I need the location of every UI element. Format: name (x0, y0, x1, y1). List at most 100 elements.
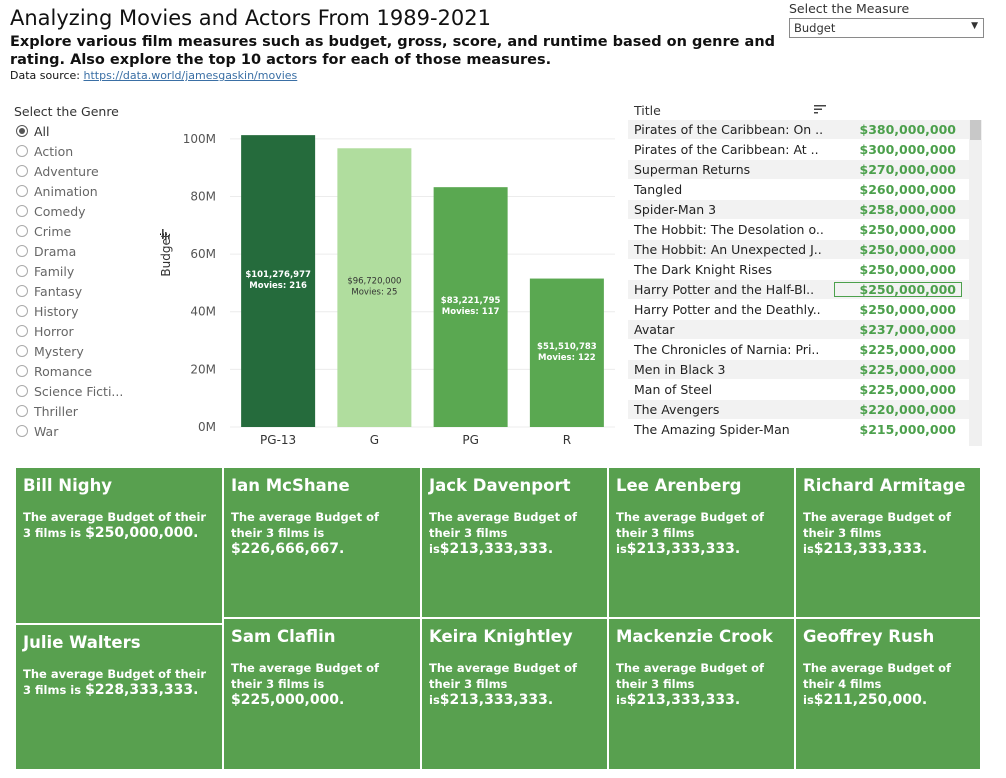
table-row[interactable]: Men in Black 3 $225,000,000 (628, 360, 982, 380)
table-row[interactable]: Tangled $260,000,000 (628, 180, 982, 200)
genre-option[interactable]: All (16, 121, 136, 141)
radio-button-icon[interactable] (16, 285, 28, 297)
radio-button-icon[interactable] (16, 325, 28, 337)
movie-budget-value: $300,000,000 (859, 142, 956, 157)
actor-tile[interactable]: Keira Knightley The average Budget of the… (421, 618, 608, 770)
movie-title: Superman Returns (634, 162, 751, 177)
genre-option[interactable]: History (16, 301, 136, 321)
radio-button-icon[interactable] (16, 165, 28, 177)
movie-budget-value: $250,000,000 (859, 242, 956, 257)
actor-name: Mackenzie Crook (616, 627, 773, 646)
dashboard-subtitle: Explore various film measures such as bu… (10, 34, 776, 68)
movie-budget-value: $250,000,000 (834, 282, 962, 297)
bar-count-label: Movies: 117 (442, 307, 500, 317)
radio-button-icon[interactable] (16, 305, 28, 317)
actor-tile[interactable]: Lee Arenberg The average Budget of their … (608, 467, 795, 618)
radio-button-icon[interactable] (16, 245, 28, 257)
sort-icon[interactable] (814, 104, 826, 115)
actor-tile[interactable]: Bill Nighy The average Budget of their 3 … (15, 467, 223, 624)
table-row[interactable]: Harry Potter and the Deathly.. $250,000,0… (628, 300, 982, 320)
table-row[interactable]: Pirates of the Caribbean: On .. $380,000,… (628, 120, 982, 140)
radio-button-icon[interactable] (16, 425, 28, 437)
table-row[interactable]: Harry Potter and the Half-Bl.. $250,000,0… (628, 280, 982, 300)
table-row[interactable]: Pirates of the Caribbean: At .. $300,000,… (628, 140, 982, 160)
movie-title: Man of Steel (634, 382, 713, 397)
actor-average-value: $213,333,333. (813, 541, 928, 557)
genre-option[interactable]: Fantasy (16, 281, 136, 301)
table-header-title: Title (634, 102, 661, 118)
measure-dropdown[interactable]: Budget ▼ (789, 18, 984, 38)
genre-option[interactable]: War (16, 421, 136, 439)
actor-description: The average Budget of their 3 films is $… (231, 660, 413, 708)
measure-label: Select the Measure (789, 1, 910, 16)
radio-button-icon[interactable] (16, 365, 28, 377)
movie-budget-value: $380,000,000 (859, 122, 956, 137)
genre-option[interactable]: Drama (16, 241, 136, 261)
actor-tile[interactable]: Ian McShane The average Budget of their 3… (223, 467, 421, 618)
radio-button-icon[interactable] (16, 225, 28, 237)
genre-option[interactable]: Comedy (16, 201, 136, 221)
actor-description: The average Budget of their 4 films is$2… (803, 660, 973, 708)
genre-option[interactable]: Animation (16, 181, 136, 201)
movie-title: Harry Potter and the Half-Bl.. (634, 282, 815, 297)
radio-button-icon[interactable] (16, 265, 28, 277)
genre-option[interactable]: Thriller (16, 401, 136, 421)
genre-label: Select the Genre (14, 104, 119, 119)
movie-budget-value: $237,000,000 (859, 322, 956, 337)
genre-option[interactable]: Action (16, 141, 136, 161)
movie-budget-value: $220,000,000 (859, 402, 956, 417)
radio-button-icon[interactable] (16, 385, 28, 397)
bar (529, 278, 604, 427)
genre-option[interactable]: Family (16, 261, 136, 281)
actor-tile[interactable]: Julie Walters The average Budget of their… (15, 624, 223, 770)
genre-option[interactable]: Science Ficti... (16, 381, 136, 401)
actor-average-value: $211,250,000. (813, 692, 928, 708)
genre-option[interactable]: Adventure (16, 161, 136, 181)
actor-tile[interactable]: Jack Davenport The average Budget of thei… (421, 467, 608, 618)
actor-name: Lee Arenberg (616, 476, 742, 495)
table-row[interactable]: The Hobbit: An Unexpected J.. $250,000,00… (628, 240, 982, 260)
radio-button-icon[interactable] (16, 345, 28, 357)
dropdown-arrow-icon[interactable]: ▼ (971, 21, 978, 31)
budget-sort-icon[interactable] (162, 229, 170, 239)
movie-title: The Amazing Spider-Man (634, 422, 790, 437)
genre-option[interactable]: Romance (16, 361, 136, 381)
table-row[interactable]: The Chronicles of Narnia: Pri.. $225,000,… (628, 340, 982, 360)
table-scrollbar[interactable] (969, 120, 982, 446)
genre-option-label: Action (34, 143, 74, 159)
table-row[interactable]: Superman Returns $270,000,000 (628, 160, 982, 180)
bar-value-label: $96,720,000 (347, 277, 401, 287)
radio-button-icon[interactable] (16, 185, 28, 197)
radio-button-icon[interactable] (16, 405, 28, 417)
data-source-link[interactable]: https://data.world/jamesgaskin/movies (83, 69, 298, 82)
movie-budget-value: $258,000,000 (859, 202, 956, 217)
actor-tile[interactable]: Richard Armitage The average Budget of th… (795, 467, 981, 618)
table-row[interactable]: Man of Steel $225,000,000 (628, 380, 982, 400)
actor-name: Richard Armitage (803, 476, 966, 495)
actor-tile[interactable]: Mackenzie Crook The average Budget of the… (608, 618, 795, 770)
table-row[interactable]: The Dark Knight Rises $250,000,000 (628, 260, 982, 280)
radio-button-icon[interactable] (16, 205, 28, 217)
table-row[interactable]: Avatar $237,000,000 (628, 320, 982, 340)
radio-button-icon[interactable] (16, 145, 28, 157)
table-row[interactable]: The Amazing Spider-Man $215,000,000 (628, 420, 982, 440)
table-row[interactable]: Spider-Man 3 $258,000,000 (628, 200, 982, 220)
genre-option[interactable]: Mystery (16, 341, 136, 361)
movie-title: Harry Potter and the Deathly.. (634, 302, 821, 317)
actor-average-value: $213,333,333. (626, 541, 741, 557)
movie-budget-value: $225,000,000 (859, 382, 956, 397)
genre-option-label: Comedy (34, 203, 86, 219)
actor-description-text: The average Budget of their 3 films is (23, 667, 207, 697)
genre-option[interactable]: Crime (16, 221, 136, 241)
genre-option[interactable]: Horror (16, 321, 136, 341)
data-source-label: Data source: (10, 69, 84, 82)
actor-average-value: $250,000,000. (85, 525, 199, 541)
actor-average-value: $228,333,333. (85, 682, 199, 698)
table-row[interactable]: The Avengers $220,000,000 (628, 400, 982, 420)
radio-button-icon[interactable] (16, 125, 28, 137)
table-row[interactable]: The Hobbit: The Desolation o.. $250,000,0… (628, 220, 982, 240)
actor-tile[interactable]: Geoffrey Rush The average Budget of their… (795, 618, 981, 770)
scrollbar-thumb[interactable] (970, 120, 981, 140)
actor-tile[interactable]: Sam Claflin The average Budget of their 3… (223, 618, 421, 770)
